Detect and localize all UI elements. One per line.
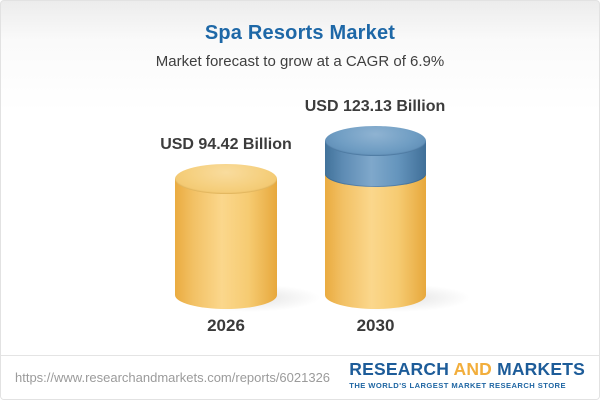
x-axis-label-2030: 2030 <box>356 316 395 335</box>
logo-word-markets: MARKETS <box>497 359 585 379</box>
logo-word-research: RESEARCH <box>349 359 450 379</box>
bar-2026-cylinder <box>175 179 277 309</box>
chart-area: USD 94.42 Billion USD 123.13 Billion 202… <box>1 1 599 356</box>
footer: https://www.researchandmarkets.com/repor… <box>1 355 599 399</box>
bar-2026-cylinder-top <box>175 164 277 194</box>
bar-value-label-2030: USD 123.13 Billion <box>304 98 446 115</box>
chart-title: Spa Resorts Market <box>204 22 396 44</box>
research-and-markets-logo: RESEARCH AND MARKETS THE WORLD'S LARGEST… <box>349 359 585 390</box>
bar-2030-cylinder-top <box>325 126 426 156</box>
logo-word-and: AND <box>453 359 492 379</box>
report-url: https://www.researchandmarkets.com/repor… <box>15 370 331 385</box>
bar-2030-cylinder-base-segment <box>325 174 426 309</box>
bar-value-label-2026: USD 94.42 Billion <box>160 136 292 153</box>
chart-subtitle: Market forecast to grow at a CAGR of 6.9… <box>155 53 445 70</box>
logo-tagline: THE WORLD'S LARGEST MARKET RESEARCH STOR… <box>349 380 566 390</box>
logo-wordmark: RESEARCH AND MARKETS <box>349 359 585 379</box>
x-axis-label-2026: 2026 <box>207 316 245 335</box>
